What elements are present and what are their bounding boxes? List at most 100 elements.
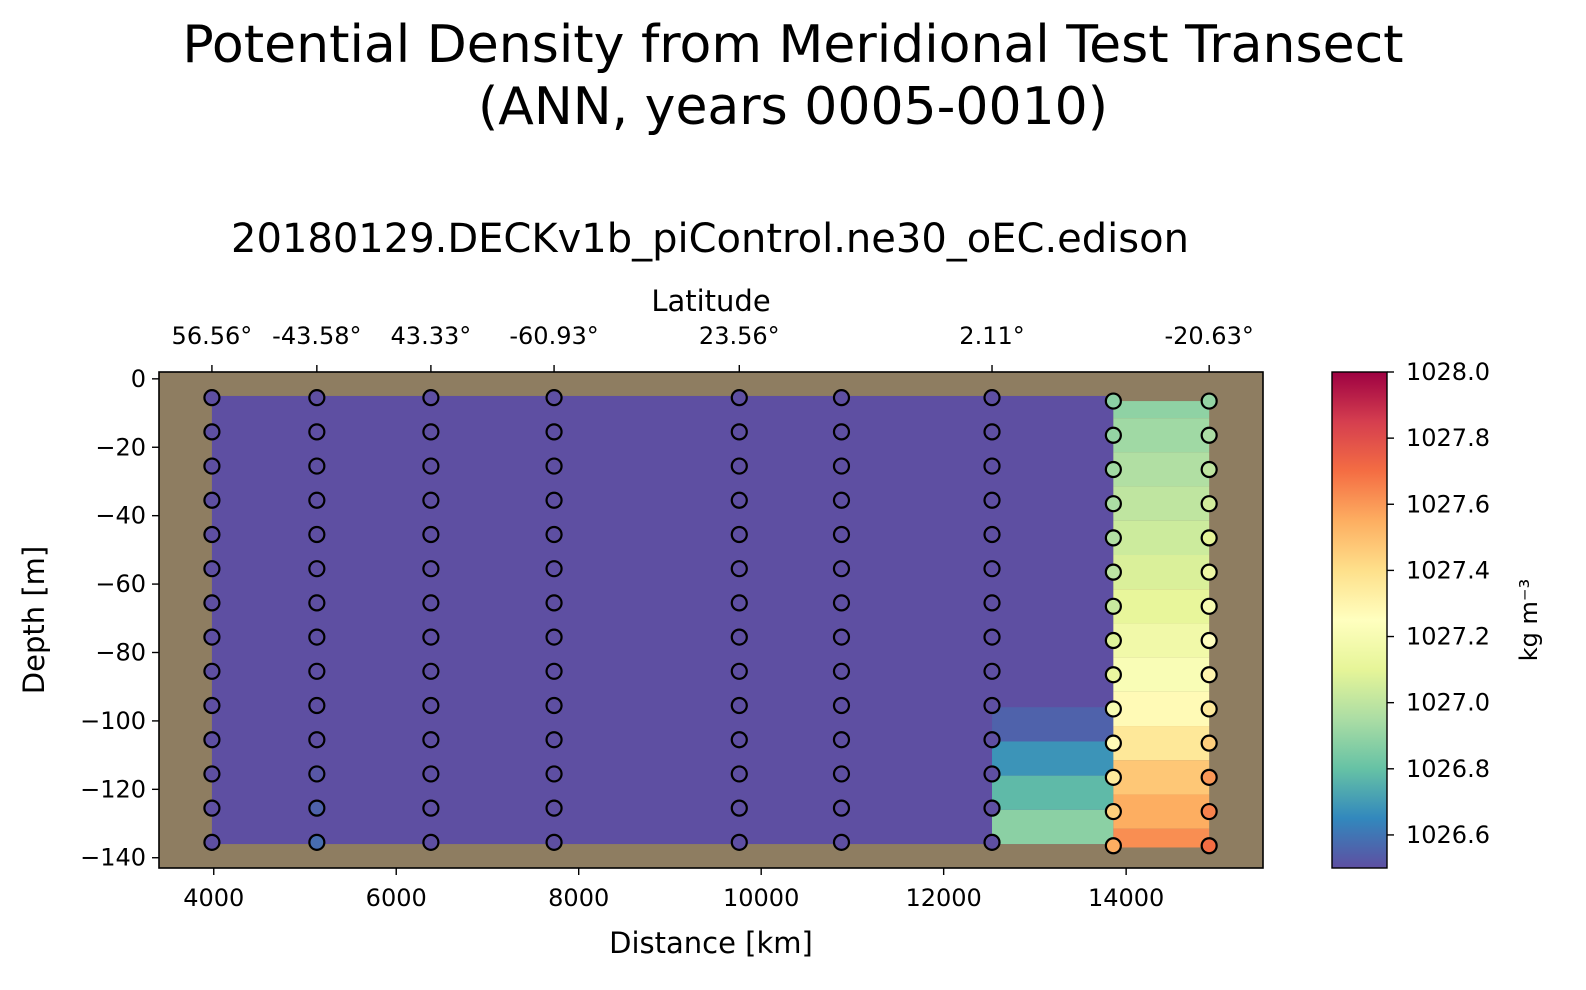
x-axis: 4000 6000 8000 10000 12000 14000: [183, 868, 1164, 912]
data-point: [730, 525, 748, 544]
y-axis: 0 −20 −40 −60 −80 −100 −120 −140: [80, 365, 159, 872]
data-points: [203, 389, 1218, 855]
data-point: [983, 525, 1001, 544]
data-point: [983, 594, 1001, 612]
data-point: [1200, 666, 1218, 684]
data-point: [308, 457, 326, 475]
data-point: [1200, 392, 1218, 410]
data-point: [983, 662, 1001, 680]
data-point: [730, 765, 748, 783]
data-point: [832, 525, 851, 544]
y-axis-label: Depth [m]: [17, 546, 51, 694]
data-point: [832, 833, 851, 851]
data-point: [203, 491, 221, 509]
fill-band-layer: [1113, 401, 1210, 419]
data-point: [832, 799, 851, 817]
colorbar-tick-label: 1027.4: [1406, 556, 1490, 584]
data-point: [308, 731, 326, 749]
data-point: [832, 662, 851, 680]
data-point: [1104, 426, 1122, 444]
data-point: [1200, 631, 1218, 650]
data-point: [545, 765, 563, 783]
data-point: [308, 628, 326, 646]
data-point: [983, 491, 1001, 509]
fill-band-layer: [1113, 452, 1210, 487]
data-point: [832, 628, 851, 646]
y-tick-label: 0: [131, 365, 146, 393]
top-axis-label: Latitude: [651, 284, 770, 318]
colorbar-ticks: 1026.6 1026.8 1027.0 1027.2 1027.4 1027.6 1027…: [1387, 358, 1490, 849]
data-point: [832, 560, 851, 578]
x-tick-label: 8000: [548, 884, 609, 912]
data-point: [422, 833, 440, 851]
data-point: [730, 491, 748, 509]
data-point: [983, 423, 1001, 441]
data-point: [545, 799, 563, 817]
data-point: [832, 389, 851, 407]
y-tick-label: −40: [95, 502, 146, 530]
data-point: [1200, 426, 1218, 444]
top-tick-label: 56.56°: [172, 322, 253, 350]
colorbar-fill: [1331, 371, 1388, 869]
data-point: [203, 662, 221, 680]
data-point: [730, 731, 748, 749]
data-point: [422, 423, 440, 441]
data-point: [203, 833, 221, 851]
data-point: [422, 560, 440, 578]
data-point: [545, 560, 563, 578]
data-point: [308, 833, 326, 851]
data-point: [203, 560, 221, 578]
data-point: [1200, 460, 1218, 479]
data-point: [1104, 768, 1122, 786]
data-point: [308, 525, 326, 544]
colorbar-tick-label: 1028.0: [1406, 358, 1490, 386]
data-point: [203, 423, 221, 441]
data-point: [832, 491, 851, 509]
data-point: [983, 696, 1001, 715]
fill-band: [211, 395, 1114, 845]
y-tick-label: −120: [80, 775, 146, 803]
fill-band-layer: [1113, 623, 1210, 658]
fill-band-layer: [1113, 555, 1210, 590]
data-point: [730, 696, 748, 715]
colorbar-label: kg m⁻³: [1515, 579, 1543, 661]
data-point: [1200, 837, 1218, 855]
data-point: [545, 525, 563, 544]
data-point: [1200, 563, 1218, 581]
data-point: [730, 628, 748, 646]
colorbar-tick-label: 1027.0: [1406, 689, 1490, 717]
data-point: [545, 628, 563, 646]
data-point: [983, 833, 1001, 851]
data-point: [1104, 802, 1122, 821]
density-fill: [211, 395, 1210, 848]
data-point: [422, 525, 440, 544]
data-point: [983, 389, 1001, 407]
fill-band-layer: [1113, 418, 1210, 453]
data-point: [203, 731, 221, 749]
data-point: [832, 423, 851, 441]
data-point: [545, 662, 563, 680]
data-point: [832, 731, 851, 749]
top-tick-label: -60.93°: [509, 322, 598, 350]
top-tick-label: -20.63°: [1164, 322, 1253, 350]
data-point: [203, 628, 221, 646]
colorbar-tick-label: 1026.6: [1406, 821, 1490, 849]
data-point: [308, 423, 326, 441]
data-point: [308, 696, 326, 715]
data-point: [1104, 597, 1122, 615]
data-point: [1200, 495, 1218, 513]
data-point: [730, 389, 748, 407]
data-point: [545, 491, 563, 509]
data-point: [422, 628, 440, 646]
x-tick-label: 4000: [183, 884, 244, 912]
data-point: [422, 696, 440, 715]
data-point: [1200, 734, 1218, 752]
data-point: [983, 457, 1001, 475]
data-point: [983, 731, 1001, 749]
data-point: [1104, 392, 1122, 410]
chart-title-line-2: (ANN, years 0005-0010): [477, 77, 1109, 137]
data-point: [203, 457, 221, 475]
data-point: [1104, 563, 1122, 581]
plot-frame: [158, 371, 1264, 869]
